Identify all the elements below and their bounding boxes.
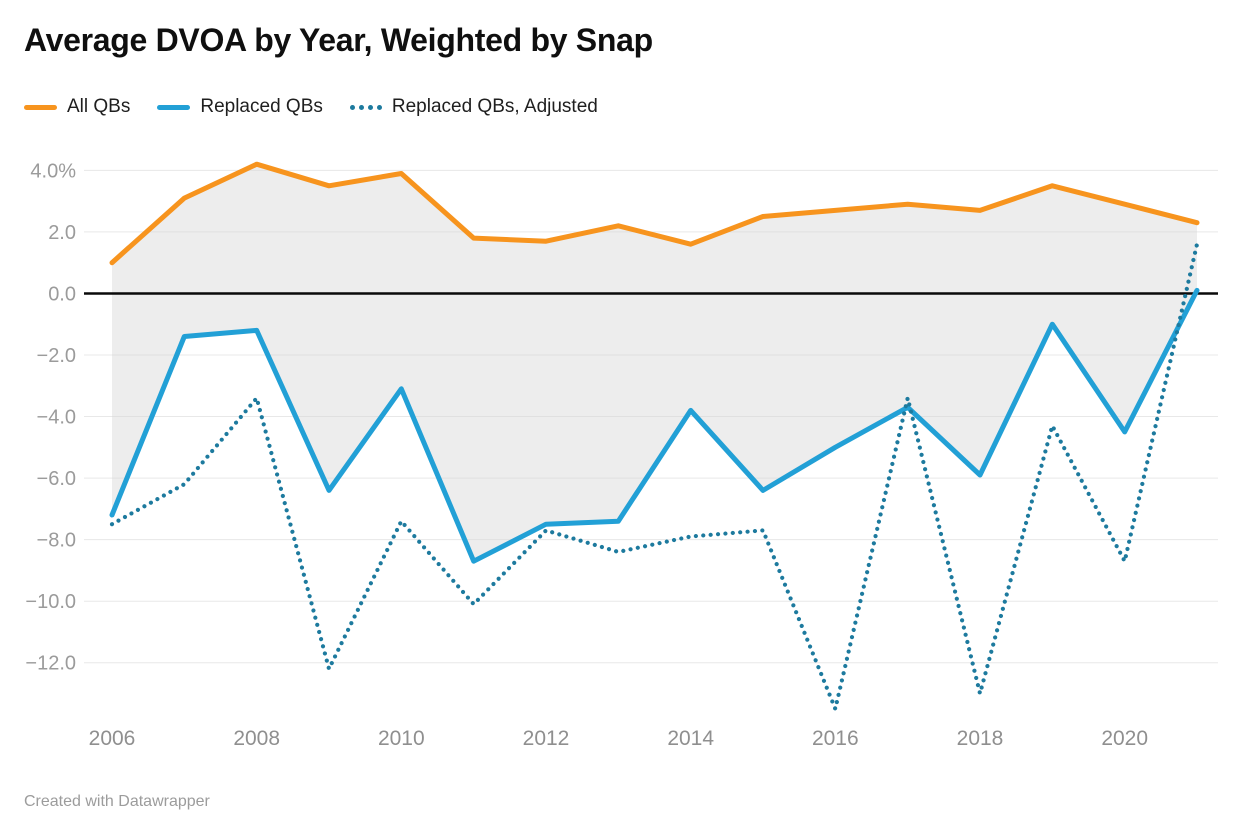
x-axis-tick-label: 2010 [378, 727, 425, 750]
legend-item-all-qbs: All QBs [24, 96, 130, 118]
dotted-line-swatch-icon [349, 104, 382, 110]
y-axis-tick-label: −4.0 [37, 407, 76, 429]
x-axis-tick-label: 2006 [89, 727, 136, 750]
y-axis-tick-label: 4.0% [30, 160, 76, 182]
all-qbs-line [109, 161, 1200, 266]
page-title: Average DVOA by Year, Weighted by Snap [24, 22, 653, 58]
y-axis-tick-label: −2.0 [37, 345, 76, 367]
y-axis-tick-label: −12.0 [25, 653, 76, 675]
y-axis-tick-label: 0.0 [48, 284, 76, 306]
x-axis-tick-label: 2020 [1101, 727, 1148, 750]
legend-label: Replaced QBs, Adjusted [391, 96, 598, 117]
x-axis-tick-label: 2018 [957, 727, 1004, 750]
x-axis-tick-label: 2008 [233, 727, 280, 750]
y-axis-tick-label: 2.0 [48, 222, 76, 244]
y-axis-tick-label: −6.0 [37, 468, 76, 490]
gap-shaded-area [112, 164, 1197, 562]
legend-item-replaced-qbs-adjusted: Replaced QBs, Adjusted [349, 96, 598, 118]
legend-label: Replaced QBs [200, 96, 323, 117]
x-axis-tick-label: 2012 [523, 727, 570, 750]
attribution-text: Created with Datawrapper [24, 793, 210, 810]
y-axis-tick-label: −8.0 [37, 530, 76, 552]
solid-line-swatch-icon [24, 104, 57, 110]
replaced-qbs-adjusted-line [109, 242, 1200, 711]
legend-item-replaced-qbs: Replaced QBs [157, 96, 323, 118]
chart-legend: All QBs Replaced QBs Replaced QBs, Adjuste… [24, 96, 598, 118]
x-axis-tick-label: 2014 [667, 727, 714, 750]
legend-label: All QBs [67, 96, 131, 117]
x-axis-tick-label: 2016 [812, 727, 859, 750]
y-axis-tick-label: −10.0 [25, 591, 76, 613]
solid-line-swatch-icon [157, 104, 191, 110]
replaced-qbs-line [109, 287, 1200, 564]
